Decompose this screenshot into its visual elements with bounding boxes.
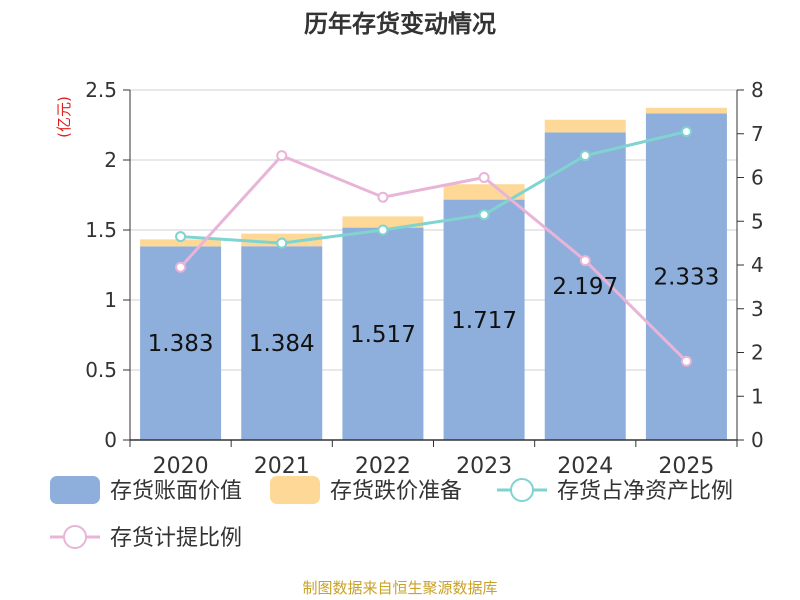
- right-tick-label: 7: [751, 122, 764, 146]
- series-line: [179, 153, 688, 363]
- data-source: 制图数据来自恒生聚源数据库: [302, 579, 497, 597]
- legend-marker: [63, 525, 87, 549]
- right-tick-label: 4: [751, 253, 764, 277]
- right-tick-label: 6: [751, 166, 764, 190]
- series-point: [478, 209, 490, 221]
- series-point: [680, 355, 692, 367]
- bar: [140, 246, 222, 440]
- left-tick-label: 0.5: [85, 358, 117, 382]
- left-tick-label: 1.5: [85, 218, 117, 242]
- series-point: [579, 255, 591, 267]
- series-point: [377, 224, 389, 236]
- right-tick-label: 2: [751, 341, 764, 365]
- series-line: [180, 130, 687, 245]
- bar: [342, 227, 424, 440]
- left-tick-label: 2.5: [85, 78, 117, 102]
- bar: [544, 119, 626, 133]
- left-tick-label: 2: [104, 148, 117, 172]
- series-point: [377, 191, 389, 203]
- legend-swatch: [50, 476, 100, 504]
- right-tick-label: 5: [751, 209, 764, 233]
- series-point: [276, 150, 288, 162]
- right-tick-label: 1: [751, 384, 764, 408]
- series-point: [579, 150, 591, 162]
- series-point: [175, 231, 187, 243]
- legend-swatch: [270, 476, 320, 504]
- bar: [140, 239, 222, 247]
- x-tick-label: 2023: [456, 454, 512, 479]
- legend-label: 存货账面价值: [110, 479, 242, 504]
- bar-value-label: 1.383: [148, 331, 214, 357]
- line-series: [175, 126, 692, 367]
- bar: [645, 113, 727, 440]
- bar: [443, 199, 525, 440]
- bar-value-label: 2.333: [653, 265, 719, 291]
- bar-value-label: 1.717: [451, 308, 517, 334]
- x-tick-label: 2022: [355, 454, 411, 479]
- x-tick-label: 2020: [153, 454, 209, 479]
- legend-marker: [510, 478, 534, 502]
- series-point: [680, 126, 692, 138]
- left-tick-label: 1: [104, 288, 117, 312]
- gridlines: [130, 89, 737, 371]
- bar: [241, 246, 323, 440]
- legend-label: 存货计提比例: [110, 526, 242, 551]
- series-point: [175, 261, 187, 273]
- x-tick-label: 2021: [254, 454, 310, 479]
- bar-value-label: 1.517: [350, 322, 416, 348]
- bars: [140, 107, 727, 441]
- series-point: [478, 172, 490, 183]
- chart-title: 历年存货变动情况: [304, 10, 496, 38]
- series-point: [276, 237, 288, 249]
- x-tick-label: 2024: [557, 454, 613, 479]
- axes: 0 0.5 1 1.5 2 2.5 0 1 2 3 4 5 6 7 8 2020 2021 2022 2023 202…: [85, 78, 764, 479]
- legend-label: 存货跌价准备: [330, 479, 462, 504]
- right-tick-label: 3: [751, 297, 764, 321]
- left-tick-label: 0: [104, 428, 117, 452]
- y-axis-unit: (亿元): [55, 96, 73, 138]
- bar: [342, 216, 424, 228]
- legend-label: 存货占净资产比例: [557, 479, 733, 504]
- bar-value-label: 2.197: [552, 274, 618, 300]
- right-tick-label: 8: [751, 78, 764, 102]
- right-tick-label: 0: [751, 428, 764, 452]
- x-tick-label: 2025: [658, 454, 714, 479]
- bar-value-label: 1.384: [249, 331, 315, 357]
- bar-value-labels: 1.383 1.384 1.517 1.717 2.197 2.333: [148, 265, 720, 358]
- bar: [645, 107, 727, 114]
